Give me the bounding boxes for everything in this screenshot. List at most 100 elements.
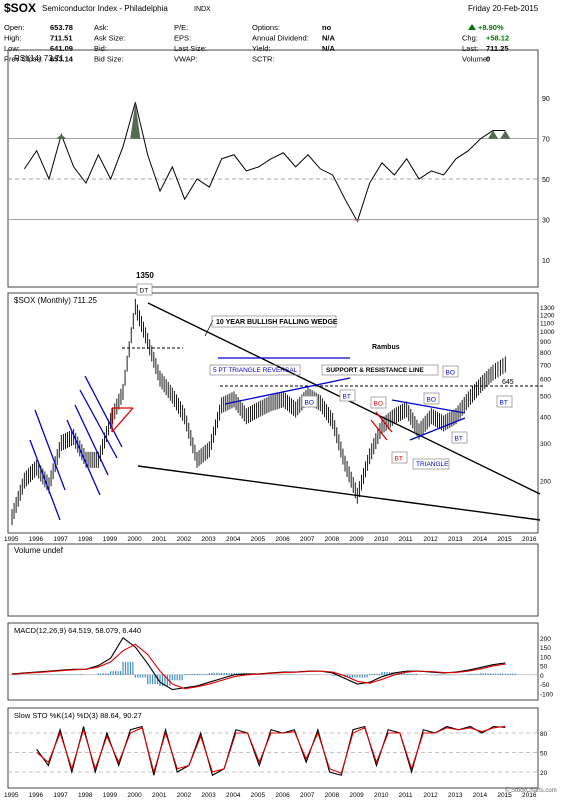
x-tick-label: 1995 [4, 536, 19, 543]
bo-label-box [442, 365, 459, 378]
bo-label-box [370, 396, 387, 409]
bo-label: BO [370, 396, 387, 409]
rsi-tick-label: 70 [542, 137, 550, 144]
stat-value: no [322, 23, 332, 32]
triangle-reversal-box [209, 364, 301, 376]
x-tick-label: 2000 [127, 536, 142, 543]
rsi-oversold-fill [353, 219, 362, 222]
x-tick-label: 2015 [497, 792, 512, 799]
stat-value: 653.78 [50, 23, 73, 32]
x-tick-label: 2011 [399, 792, 413, 799]
price-tick-label: 900 [540, 339, 551, 346]
peak-label: 1350 [136, 271, 154, 280]
dt-label-box [136, 283, 153, 296]
price-tick-label: 500 [540, 394, 551, 401]
x-tick-label: 2005 [251, 792, 266, 799]
quote-label: Last: [462, 44, 478, 53]
red-triangle-side [370, 419, 388, 441]
bo-label-box [301, 395, 318, 408]
rsi-title: RSI(14) 73.71 [14, 54, 64, 63]
stat-label: Last Size: [174, 44, 207, 53]
bt-label: BT [339, 389, 356, 402]
x-tick-label: 2010 [374, 536, 389, 543]
price-tick-label: 1100 [540, 320, 554, 327]
stat-label: High: [4, 34, 22, 43]
index-name: Semiconductor Index - Philadelphia [42, 4, 168, 13]
bt-label-box [339, 389, 356, 402]
stat-label: SCTR: [252, 55, 275, 64]
triangle-reversal-bottom [224, 377, 351, 405]
quote-value: +8.90% [478, 23, 504, 32]
author-label: Rambus [372, 344, 400, 351]
macd-value: MACD(12,26,9) 64.519, 58.079, 6.440 [14, 626, 141, 635]
price-tick-label: 1200 [540, 312, 555, 319]
x-tick-label: 2013 [448, 792, 463, 799]
sto-tick-label: 20 [540, 770, 548, 777]
x-tick-label: 2008 [325, 792, 340, 799]
macd-panel: MACD(12,26,9) 64.519, 58.079, 6.440 -100… [7, 622, 553, 701]
price-tick-label: 800 [540, 350, 551, 357]
dt-label-text: DT [140, 288, 149, 295]
triangle-label-box [412, 458, 450, 470]
channel-line [84, 375, 123, 448]
macd-title: MACD(12,26,9) 64.519, 58.079, 6.440 [14, 626, 141, 635]
macd-tick-label: -50 [540, 682, 550, 689]
price-frame [7, 292, 539, 534]
bt-label-box [391, 451, 408, 464]
exchange: INDX [194, 6, 211, 13]
price-panel: $SOX (Monthly) 711.25 200 300 400 500 600 700… [4, 292, 555, 543]
bo-label-text: BO [446, 370, 455, 377]
stat-label: Ask Size: [94, 34, 125, 43]
up-arrow-icon [468, 24, 476, 30]
x-tick-label: 2009 [349, 536, 364, 543]
stat-label: Options: [252, 23, 280, 32]
triangle-top [391, 399, 466, 414]
x-tick-label: 2012 [423, 536, 438, 543]
x-tick-label: 2008 [325, 536, 340, 543]
rsi-tick-label: 30 [542, 217, 550, 224]
stat-label: Yield: [252, 44, 270, 53]
price-tick-label: 300 [540, 441, 551, 448]
x-tick-label: 1998 [78, 792, 93, 799]
price-title: $SOX (Monthly) 711.25 [14, 296, 98, 305]
bt-label: BT [391, 451, 408, 464]
bo-label-text: BO [305, 400, 314, 407]
bo-label-text: BO [427, 397, 436, 404]
quote-value: 0 [486, 55, 490, 64]
rsi-overbought-fill [56, 134, 67, 139]
macd-tick-label: 200 [540, 636, 551, 643]
rsi-tick-label: 90 [542, 96, 550, 103]
bt-label-box [451, 431, 468, 444]
x-tick-label: 2016 [522, 536, 537, 543]
stat-label: Prev Close: [4, 55, 43, 64]
rsi-overbought-fill [130, 102, 141, 139]
bt-label: BT [451, 431, 468, 444]
x-tick-label: 2004 [226, 792, 241, 799]
x-tick-label: 2007 [300, 536, 315, 543]
volume-frame [7, 543, 539, 617]
price-tick-label: 1300 [540, 305, 555, 312]
bt-label-text: BT [455, 436, 463, 443]
stat-label: Open: [4, 23, 24, 32]
wedge-lower-line [137, 465, 541, 521]
wedge-label-box [211, 315, 337, 328]
x-tick-label: 2010 [374, 792, 389, 799]
stat-label: Annual Dividend: [252, 34, 309, 43]
x-tick-label: 2000 [127, 792, 142, 799]
volume-panel: Volume undef [7, 543, 539, 617]
sto-frame [7, 707, 539, 789]
triangle-label: TRIANGLE [416, 461, 449, 468]
rsi-panel: RSI(14) 73.71 10 30 50 70 90 [7, 49, 550, 288]
x-tick-label: 2003 [201, 792, 216, 799]
bt-label-box [496, 395, 513, 408]
macd-tick-label: -100 [540, 691, 553, 698]
x-tick-label: 2002 [177, 792, 192, 799]
x-tick-label: 1996 [29, 536, 44, 543]
triangle-reversal-label: 5 PT TRIANGLE REVERSAL [213, 367, 298, 374]
rsi-line [23, 102, 506, 223]
annotations: 1350 10 YEAR BULLISH FALLING WEDGE Rambu… [29, 271, 545, 521]
x-tick-label: 1997 [53, 536, 68, 543]
stat-label: P/E: [174, 23, 188, 32]
bo-label-box [423, 392, 440, 405]
stat-label: Low: [4, 44, 20, 53]
